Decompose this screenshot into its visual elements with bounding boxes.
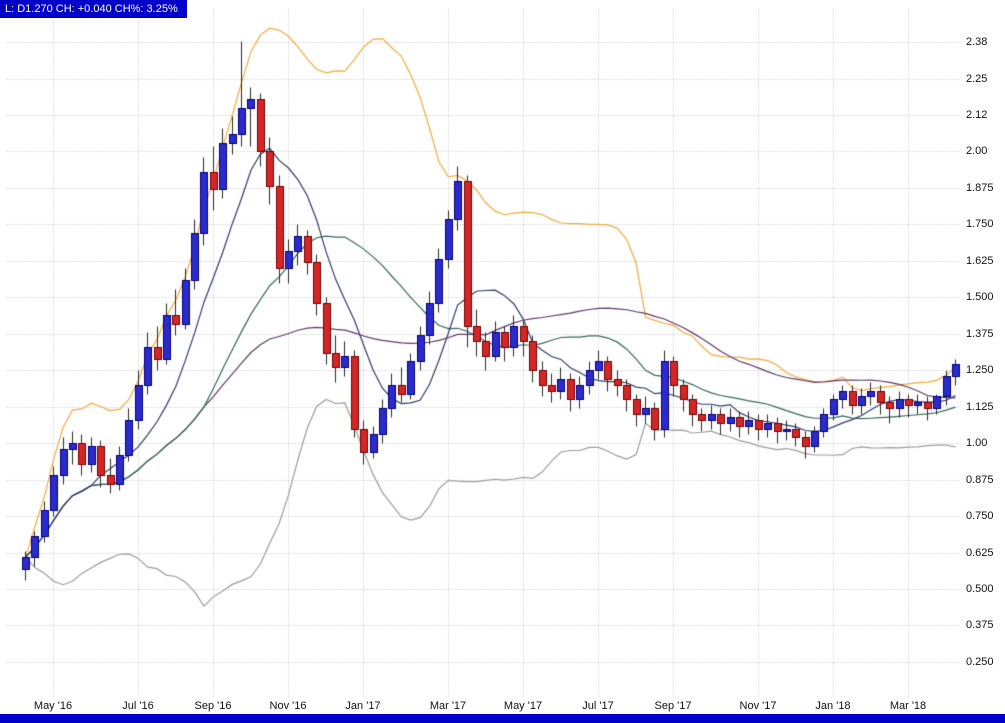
time-axis-label: May '17 — [503, 700, 543, 712]
time-axis-label: Mar '17 — [429, 700, 467, 712]
price-tick-label: 2.38 — [966, 36, 988, 48]
time-axis-label: Jan '18 — [815, 700, 851, 712]
quote-text: L: D1.270 CH: +0.040 CH%: 3.25% — [5, 3, 178, 15]
time-axis-label: Jul '16 — [122, 700, 154, 712]
time-axis-label: Sep '17 — [654, 700, 692, 712]
time-axis-label: Nov '16 — [269, 700, 307, 712]
time-axis-label: Jul '17 — [582, 700, 614, 712]
price-tick-label: 2.25 — [966, 73, 988, 85]
price-tick-label: 1.125 — [966, 401, 994, 413]
price-tick-label: 0.875 — [966, 474, 994, 486]
price-tick-label: 1.875 — [966, 182, 994, 194]
price-tick-label: 0.625 — [966, 547, 994, 559]
price-tick-label: 0.500 — [966, 583, 994, 595]
price-tick-label: 0.375 — [966, 619, 994, 631]
time-axis-label: Sep '16 — [194, 700, 232, 712]
price-tick-label: 1.250 — [966, 364, 994, 376]
time-axis-label: Nov '17 — [739, 700, 777, 712]
price-tick-label: 1.500 — [966, 291, 994, 303]
time-axis-label: Jan '17 — [345, 700, 381, 712]
price-tick-label: 2.00 — [966, 145, 988, 157]
price-tick-label: 1.375 — [966, 328, 994, 340]
price-tick-label: 0.750 — [966, 510, 994, 522]
quote-badge: L: D1.270 CH: +0.040 CH%: 3.25% — [0, 0, 187, 18]
price-tick-label: 1.750 — [966, 218, 994, 230]
time-axis-label: May '16 — [33, 700, 73, 712]
price-tick-label: 2.12 — [966, 109, 988, 121]
price-tick-label: 0.250 — [966, 656, 994, 668]
price-tick-label: 1.00 — [966, 437, 988, 449]
time-axis-label: Mar '18 — [889, 700, 927, 712]
bottom-bar — [0, 714, 1005, 723]
price-tick-label: 1.625 — [966, 255, 994, 267]
